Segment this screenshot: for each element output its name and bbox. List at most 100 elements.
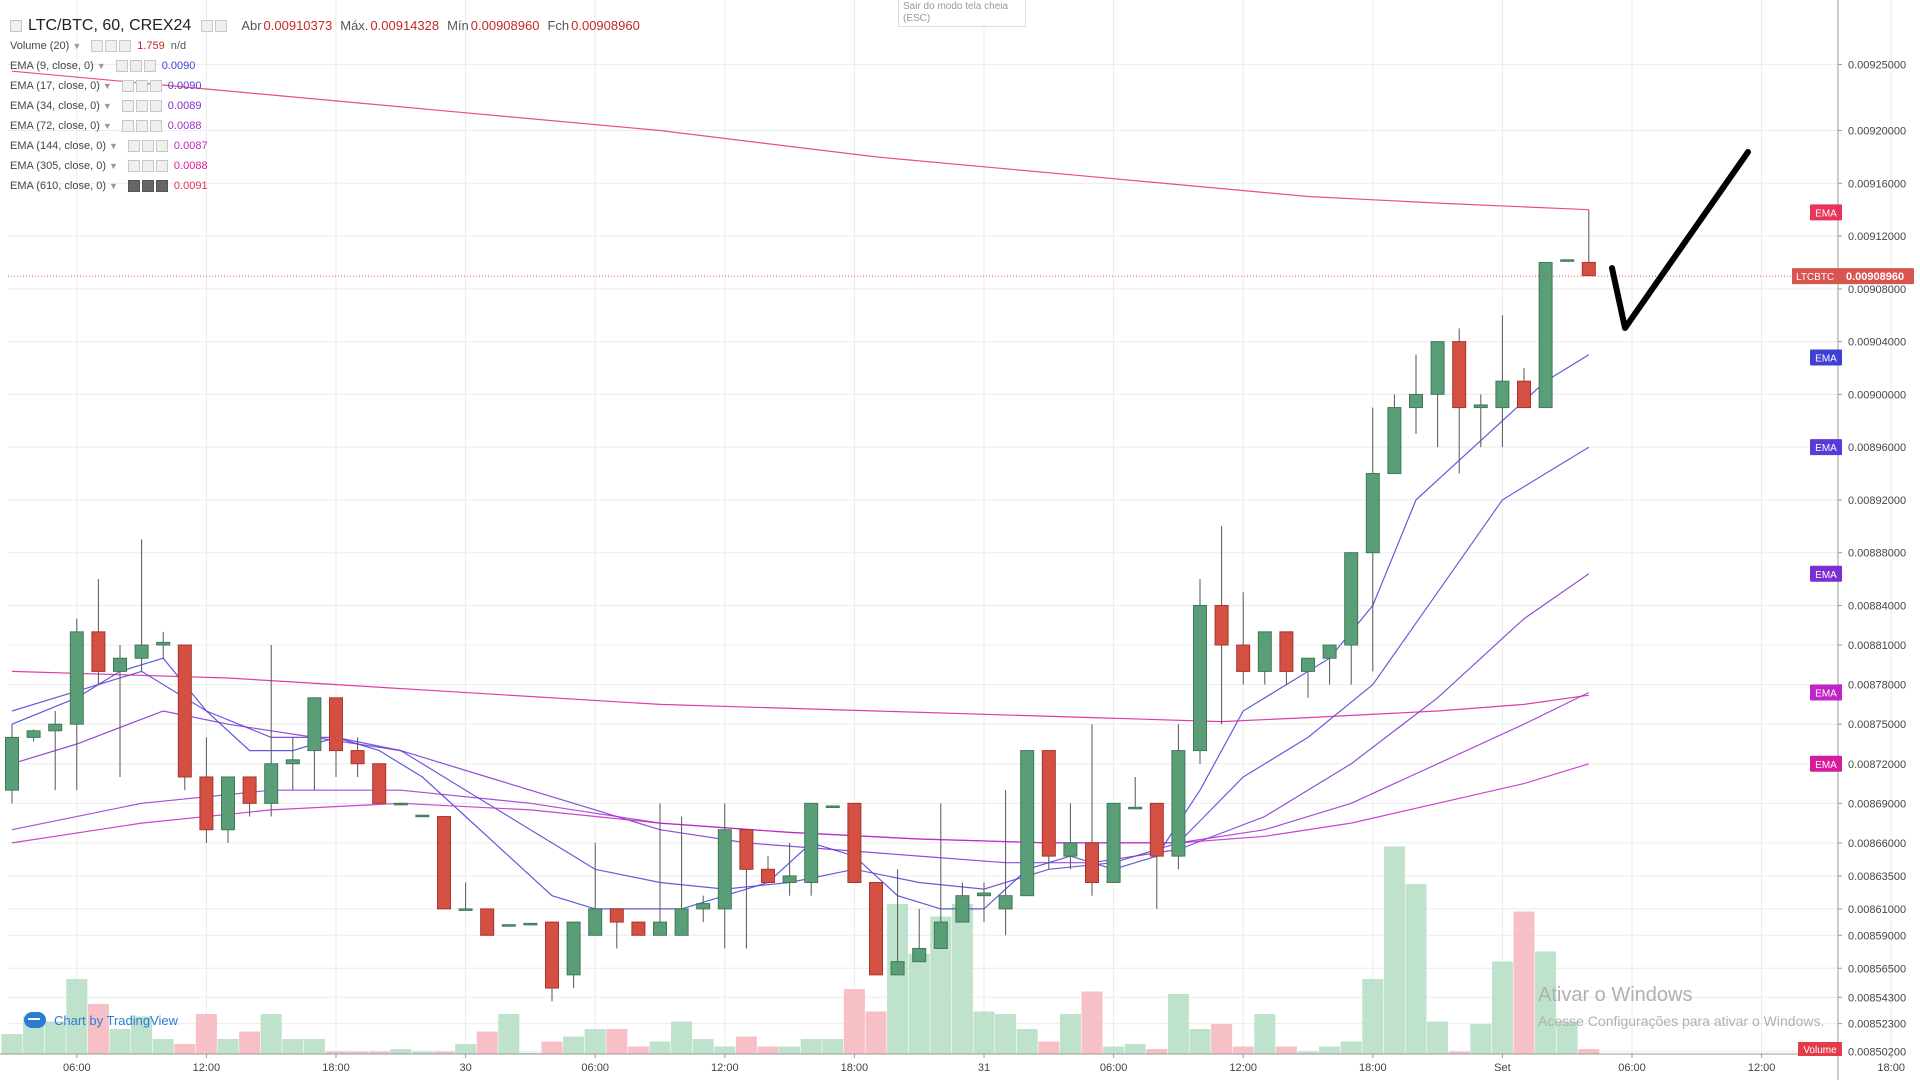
candle[interactable] [588, 842, 603, 936]
close-icon[interactable] [143, 60, 156, 72]
candle[interactable] [372, 763, 387, 804]
candle[interactable] [242, 776, 257, 817]
candle[interactable] [1387, 394, 1402, 475]
candle[interactable] [869, 882, 883, 976]
indicator-toolbar[interactable] [121, 80, 162, 92]
candle[interactable] [458, 882, 473, 911]
candle[interactable] [1409, 354, 1423, 434]
indicator-legend-row[interactable]: EMA (34, close, 0) ▼ 0.0089 [10, 96, 640, 116]
candle[interactable] [998, 790, 1013, 936]
candle[interactable] [1517, 368, 1531, 409]
candle[interactable] [91, 579, 106, 685]
settings-icon[interactable] [135, 120, 148, 132]
settings-icon[interactable] [141, 160, 154, 172]
tradingview-brand[interactable]: Chart by TradingView [24, 1012, 178, 1028]
candle[interactable] [134, 539, 149, 672]
candle[interactable] [1344, 552, 1359, 685]
eye-icon[interactable] [127, 140, 140, 152]
candle[interactable] [69, 618, 84, 791]
chevron-down-icon[interactable]: ▼ [109, 181, 118, 191]
indicator-legend-row[interactable]: EMA (610, close, 0) ▼ 0.0091 [10, 176, 640, 196]
candle[interactable] [480, 908, 495, 936]
close-icon[interactable] [155, 140, 168, 152]
candle[interactable] [156, 631, 171, 659]
candle[interactable] [177, 644, 192, 791]
symbol-toolbar[interactable] [201, 20, 228, 32]
candle[interactable] [1171, 724, 1186, 870]
eye-icon[interactable] [201, 20, 214, 32]
candle[interactable] [912, 908, 927, 963]
candle[interactable] [437, 816, 451, 910]
indicator-legend-row[interactable]: EMA (144, close, 0) ▼ 0.0087 [10, 136, 640, 156]
candle[interactable] [523, 922, 538, 926]
candle[interactable] [350, 737, 365, 777]
close-icon[interactable] [149, 100, 162, 112]
indicator-legend-row[interactable]: EMA (72, close, 0) ▼ 0.0088 [10, 116, 640, 136]
indicator-toolbar[interactable] [127, 180, 168, 192]
candle[interactable] [415, 814, 430, 818]
close-icon[interactable] [149, 80, 162, 92]
candle[interactable] [933, 803, 948, 949]
candle[interactable] [1322, 644, 1337, 685]
candle[interactable] [48, 711, 63, 791]
indicator-legend-row[interactable]: EMA (17, close, 0) ▼ 0.0090 [10, 76, 640, 96]
candle[interactable] [1430, 341, 1445, 448]
eye-icon[interactable] [121, 80, 134, 92]
volume-legend[interactable]: Volume (20) ▼ 1.759 n/d [10, 36, 640, 56]
candle[interactable] [653, 803, 667, 936]
chevron-down-icon[interactable]: ▼ [96, 61, 106, 71]
candle[interactable] [1365, 407, 1380, 672]
candle[interactable] [631, 921, 646, 936]
candle[interactable] [825, 805, 840, 808]
candle[interactable] [566, 921, 581, 989]
candle[interactable] [1236, 592, 1251, 685]
candle[interactable] [1279, 631, 1294, 685]
indicator-toolbar[interactable] [115, 60, 156, 72]
eye-icon[interactable] [115, 60, 128, 72]
candle[interactable] [890, 869, 905, 976]
candle[interactable] [739, 829, 754, 949]
eye-icon[interactable] [91, 40, 104, 52]
settings-icon[interactable] [129, 60, 142, 72]
chevron-down-icon[interactable]: ▼ [72, 41, 82, 51]
close-icon[interactable] [155, 160, 168, 172]
close-icon[interactable] [119, 40, 132, 52]
candle[interactable] [761, 856, 775, 883]
candle[interactable] [285, 737, 300, 791]
eye-icon[interactable] [127, 180, 140, 192]
candle[interactable] [717, 803, 732, 949]
indicator-toolbar[interactable] [121, 100, 162, 112]
candle[interactable] [977, 882, 991, 923]
chevron-down-icon[interactable]: ▼ [102, 81, 112, 91]
indicator-toolbar[interactable] [121, 120, 162, 132]
candle[interactable] [1538, 261, 1553, 409]
volume-toolbar[interactable] [91, 40, 132, 52]
close-icon[interactable] [149, 120, 162, 132]
candle[interactable] [1041, 750, 1056, 870]
time-axis[interactable]: 06:00 12:00 18:00 30 06:00 12:00 18:00 31 06:00 1… [0, 1053, 1905, 1074]
chevron-down-icon[interactable]: ▼ [102, 101, 112, 111]
candle[interactable] [1257, 631, 1272, 685]
price-axis[interactable]: 0.00925000 0.00920000 0.00916000 0.00912000… [1837, 0, 1906, 1080]
settings-icon[interactable] [215, 20, 228, 32]
eye-icon[interactable] [127, 160, 140, 172]
chevron-down-icon[interactable]: ▼ [109, 141, 118, 151]
close-icon[interactable] [155, 180, 168, 192]
settings-icon[interactable] [135, 100, 148, 112]
indicator-legend-row[interactable]: EMA (9, close, 0) ▼ 0.0090 [10, 56, 640, 76]
indicator-legend-row[interactable]: EMA (305, close, 0) ▼ 0.0088 [10, 156, 640, 176]
candle[interactable] [329, 697, 343, 777]
candle[interactable] [393, 802, 408, 806]
candle[interactable] [1473, 394, 1488, 448]
candle[interactable] [113, 645, 127, 777]
candle[interactable] [1128, 776, 1143, 810]
candle[interactable] [545, 921, 559, 1002]
candle[interactable] [1063, 803, 1078, 870]
candle[interactable] [696, 895, 711, 923]
candle[interactable] [26, 729, 41, 742]
indicator-toolbar[interactable] [127, 140, 168, 152]
candle[interactable] [501, 924, 516, 927]
candle[interactable] [674, 816, 689, 936]
indicator-toolbar[interactable] [127, 160, 168, 172]
